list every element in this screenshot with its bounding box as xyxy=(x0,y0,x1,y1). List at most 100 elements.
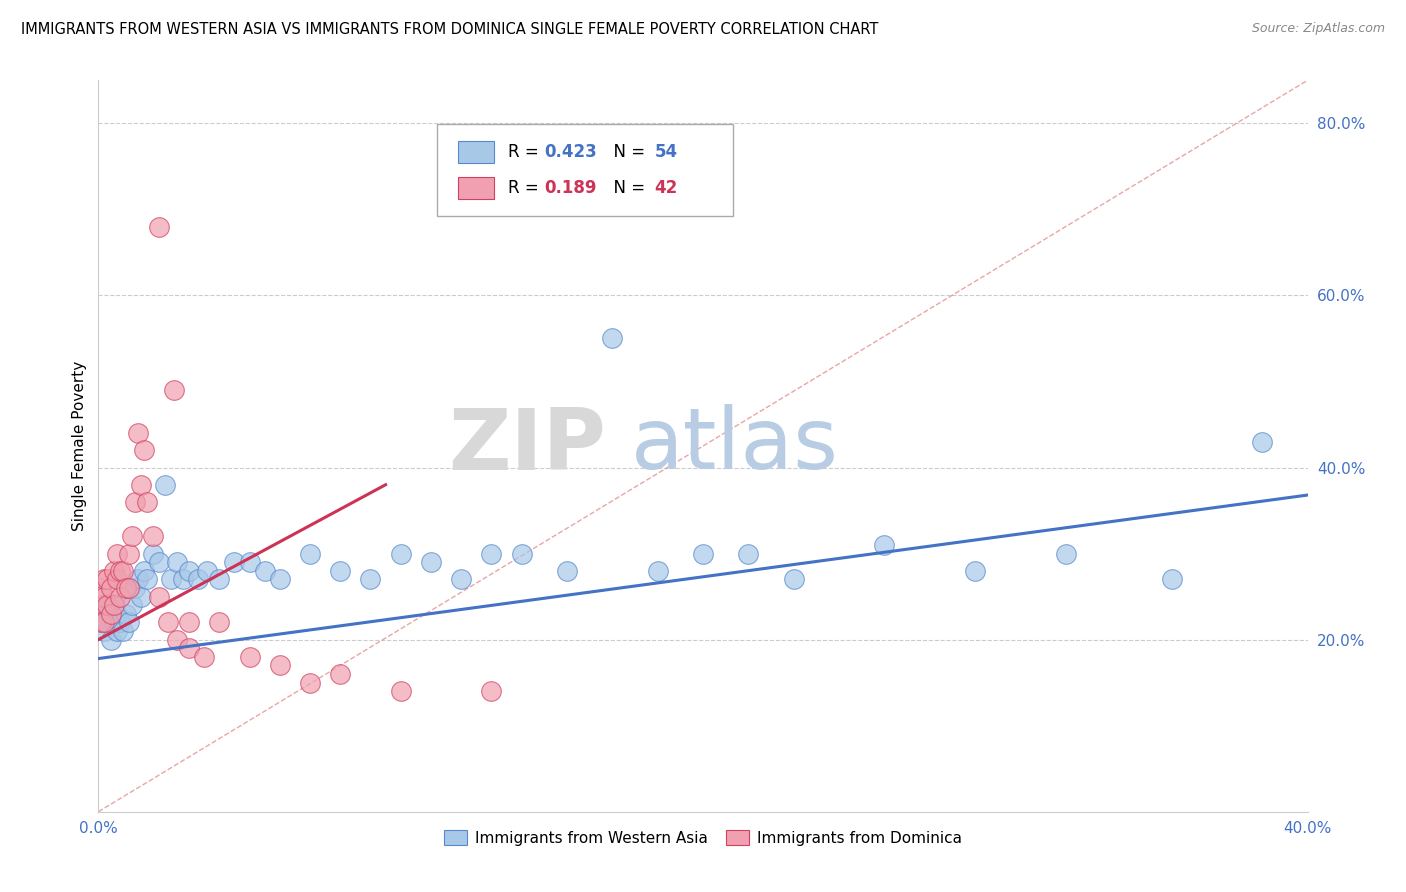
FancyBboxPatch shape xyxy=(457,141,494,163)
Point xyxy=(118,581,141,595)
Point xyxy=(299,547,322,561)
Point xyxy=(100,632,122,647)
Text: atlas: atlas xyxy=(630,404,838,488)
Point xyxy=(360,573,382,587)
Point xyxy=(90,598,112,612)
Text: IMMIGRANTS FROM WESTERN ASIA VS IMMIGRANTS FROM DOMINICA SINGLE FEMALE POVERTY C: IMMIGRANTS FROM WESTERN ASIA VS IMMIGRAN… xyxy=(21,22,879,37)
Point xyxy=(239,649,262,664)
Point xyxy=(90,615,112,630)
Point xyxy=(111,564,134,578)
Point xyxy=(1251,434,1274,449)
Point xyxy=(103,564,125,578)
Point xyxy=(153,477,176,491)
Point xyxy=(96,573,118,587)
Point xyxy=(118,547,141,561)
Point xyxy=(179,615,201,630)
Point xyxy=(142,547,165,561)
Point xyxy=(148,555,170,569)
Point xyxy=(389,547,412,561)
Text: 0.423: 0.423 xyxy=(544,143,598,161)
Point xyxy=(481,547,503,561)
Point xyxy=(124,581,146,595)
Point xyxy=(96,598,118,612)
Text: Source: ZipAtlas.com: Source: ZipAtlas.com xyxy=(1251,22,1385,36)
Point xyxy=(100,607,122,621)
Point xyxy=(450,573,472,587)
Point xyxy=(93,615,115,630)
Point xyxy=(105,573,128,587)
Point xyxy=(118,615,141,630)
Point xyxy=(195,564,218,578)
Point xyxy=(1160,573,1182,587)
Point xyxy=(103,598,125,612)
Point xyxy=(253,564,276,578)
Legend: Immigrants from Western Asia, Immigrants from Dominica: Immigrants from Western Asia, Immigrants… xyxy=(439,823,967,852)
Point xyxy=(105,624,128,638)
Point xyxy=(135,495,157,509)
Point xyxy=(179,641,201,656)
Point xyxy=(148,590,170,604)
Point xyxy=(90,615,112,630)
Point xyxy=(179,564,201,578)
Y-axis label: Single Female Poverty: Single Female Poverty xyxy=(72,361,87,531)
Point xyxy=(93,590,115,604)
Point xyxy=(103,615,125,630)
Point xyxy=(329,667,352,681)
Point xyxy=(132,443,155,458)
Point xyxy=(329,564,352,578)
Text: 54: 54 xyxy=(655,143,678,161)
Text: 0.189: 0.189 xyxy=(544,178,598,197)
Point xyxy=(166,632,188,647)
Point xyxy=(114,581,136,595)
Point xyxy=(224,555,246,569)
Point xyxy=(93,598,115,612)
Point xyxy=(124,495,146,509)
Point xyxy=(737,547,759,561)
Point xyxy=(129,477,152,491)
Point xyxy=(100,581,122,595)
Point xyxy=(208,615,231,630)
Point xyxy=(163,383,186,397)
Point xyxy=(187,573,209,587)
Point xyxy=(299,675,322,690)
Point xyxy=(873,538,896,552)
Point xyxy=(135,573,157,587)
Text: R =: R = xyxy=(509,143,544,161)
Point xyxy=(105,547,128,561)
Point xyxy=(114,607,136,621)
Point xyxy=(108,615,131,630)
Text: 42: 42 xyxy=(655,178,678,197)
Point xyxy=(481,684,503,698)
Point xyxy=(127,426,149,441)
Point xyxy=(193,649,215,664)
Point xyxy=(108,564,131,578)
Point xyxy=(239,555,262,569)
Point xyxy=(90,581,112,595)
Point xyxy=(148,219,170,234)
Text: N =: N = xyxy=(603,178,650,197)
Point xyxy=(103,598,125,612)
Point xyxy=(208,573,231,587)
Point xyxy=(121,598,143,612)
Point xyxy=(172,573,194,587)
Point xyxy=(100,607,122,621)
Point xyxy=(111,624,134,638)
Point xyxy=(96,598,118,612)
Point xyxy=(93,624,115,638)
FancyBboxPatch shape xyxy=(457,177,494,199)
Point xyxy=(510,547,533,561)
Point xyxy=(121,529,143,543)
Point xyxy=(269,573,291,587)
Point xyxy=(269,658,291,673)
Point xyxy=(420,555,443,569)
Point xyxy=(93,573,115,587)
Point xyxy=(602,331,624,345)
Point xyxy=(108,590,131,604)
Point xyxy=(160,573,183,587)
Point xyxy=(783,573,806,587)
Point xyxy=(692,547,714,561)
Point xyxy=(127,573,149,587)
Point xyxy=(166,555,188,569)
Text: N =: N = xyxy=(603,143,650,161)
Point xyxy=(965,564,987,578)
